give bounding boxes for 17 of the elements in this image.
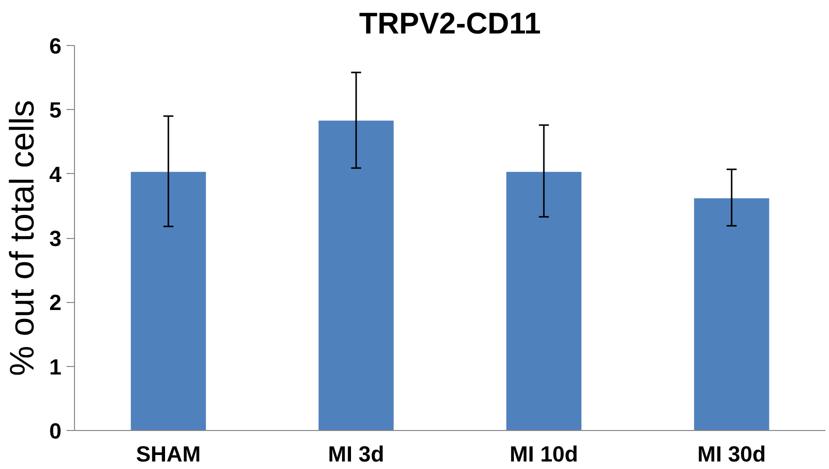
y-axis-title: % out of total cells [3, 100, 42, 376]
y-tick-label: 5 [49, 98, 62, 123]
y-tick-label: 6 [49, 34, 62, 58]
x-tick-label: SHAM [136, 442, 201, 466]
bar [130, 172, 206, 430]
x-tick-label: MI 10d [510, 442, 578, 466]
bar [694, 198, 770, 430]
y-tick-label: 0 [49, 418, 62, 444]
bar [506, 172, 582, 430]
y-tick-label: 3 [49, 226, 62, 251]
chart-title: TRPV2-CD11 [359, 8, 541, 40]
bar [318, 120, 394, 430]
y-tick-label: 4 [49, 162, 62, 187]
y-tick-label: 2 [49, 290, 62, 316]
y-tick-label: 1 [49, 354, 62, 380]
x-tick-label: MI 30d [697, 442, 766, 466]
x-tick-label: MI 3d [328, 442, 384, 466]
